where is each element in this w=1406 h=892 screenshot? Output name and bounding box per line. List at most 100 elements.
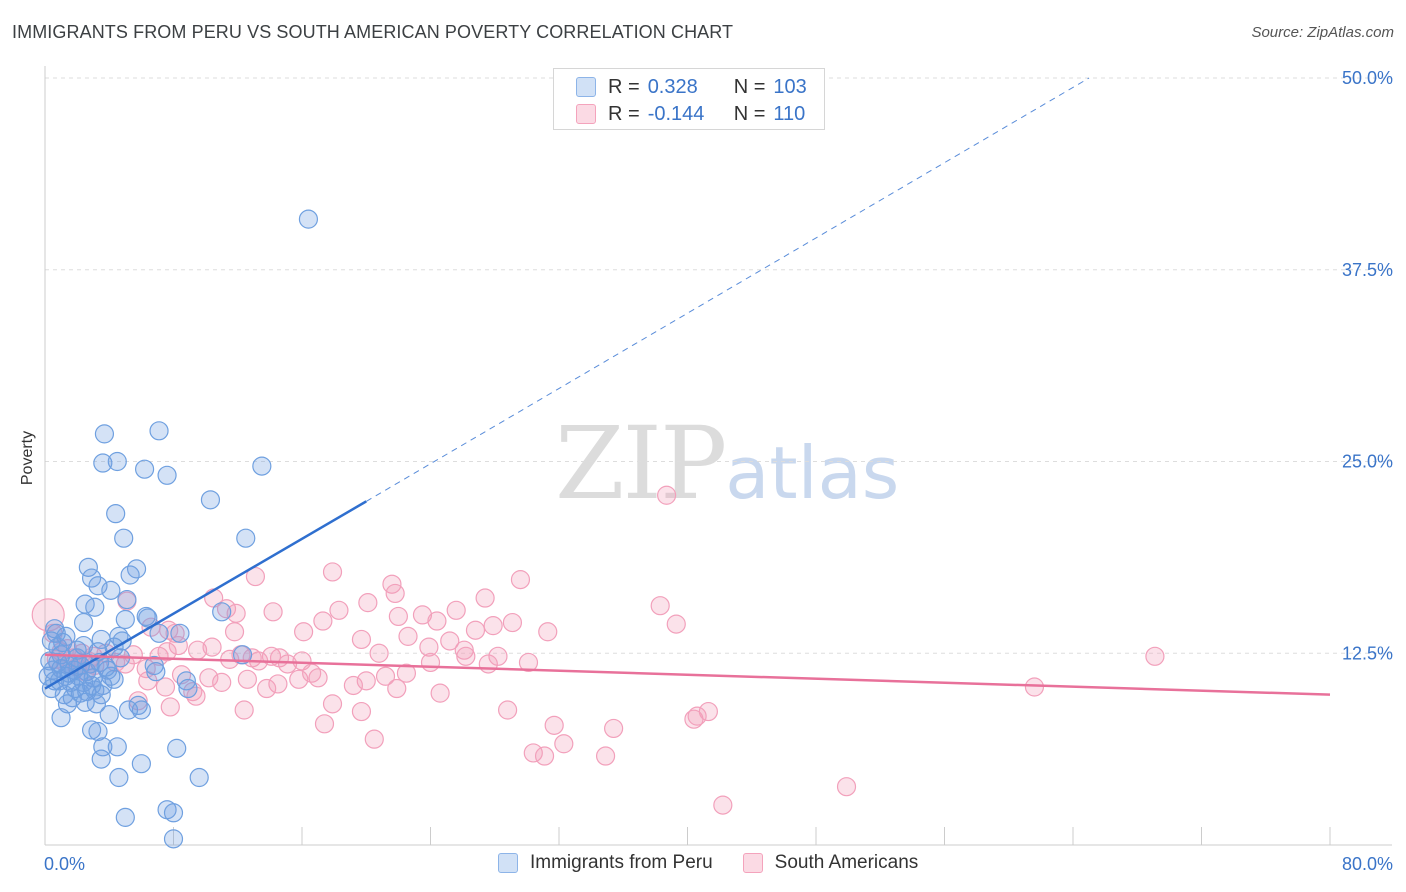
scatter-point (168, 635, 188, 656)
scatter-point (96, 657, 116, 677)
scatter-point (160, 697, 180, 717)
scatter-point (224, 622, 245, 642)
scatter-point (200, 490, 221, 510)
scatter-point (212, 602, 232, 622)
scatter-point (81, 720, 102, 740)
scatter-point (329, 600, 349, 620)
scatter-point (263, 602, 283, 622)
scatter-point (523, 743, 543, 763)
trend-line-south-americans (44, 653, 1331, 696)
scatter-point (237, 669, 257, 689)
scatter-point (502, 612, 523, 633)
scatter-point (115, 609, 135, 630)
scatter-point (836, 777, 857, 797)
scatter-point (343, 675, 363, 696)
legend-swatch-peru (576, 77, 596, 97)
watermark: ZIPatlas (555, 405, 899, 522)
scatter-point (144, 655, 164, 676)
scatter-point (81, 568, 102, 588)
scatter-point (176, 671, 196, 691)
scatter-point (107, 451, 127, 472)
scatter-point (268, 674, 288, 694)
scatter-point (314, 714, 335, 734)
scatter-point (356, 671, 376, 691)
legend-swatch-peru (498, 853, 518, 873)
legend-swatch-south-americans (742, 853, 763, 873)
watermark-zip: ZIP (555, 405, 727, 522)
scatter-point (109, 767, 129, 788)
scatter-point (245, 566, 266, 587)
chart-title: IMMIGRANTS FROM PERU VS SOUTH AMERICAN P… (12, 22, 734, 42)
legend-item-peru[interactable]: Immigrants from Peru (498, 852, 713, 874)
series-legend: Immigrants from Peru South Americans (498, 852, 948, 874)
scatter-point (115, 807, 135, 827)
scatter-point (31, 598, 65, 632)
correlation-legend: R = 0.328 N = 103 R = -0.144 N = 110 (553, 68, 825, 130)
legend-row-peru: R = 0.328 N = 103 (576, 75, 807, 99)
legend-n-label: N = (733, 75, 766, 98)
scatter-point (456, 646, 476, 666)
scatter-point (475, 588, 495, 608)
scatter-point (107, 737, 127, 757)
scatter-point (657, 485, 677, 505)
scatter-point (234, 700, 254, 720)
scatter-point (454, 640, 474, 660)
scatter-point (114, 528, 134, 548)
scatter-point (483, 616, 503, 636)
scatter-point (419, 637, 439, 657)
scatter-point (387, 678, 407, 699)
scatter-point (604, 718, 624, 739)
legend-label-peru: Immigrants from Peru (530, 852, 713, 873)
legend-item-south-americans[interactable]: South Americans (742, 852, 918, 874)
scatter-point (199, 668, 219, 688)
scatter-point (138, 608, 158, 628)
scatter-point (178, 678, 198, 699)
scatter-point (713, 795, 733, 815)
scatter-point (351, 629, 372, 650)
scatter-point (88, 576, 108, 596)
scatter-point (75, 692, 95, 712)
scatter-point (93, 737, 113, 757)
legend-r-value: -0.144 (647, 102, 705, 125)
scatter-point (388, 606, 408, 627)
scatter-point (167, 738, 187, 758)
scatter-point (120, 565, 140, 585)
scatter-point (369, 643, 389, 663)
scatter-point (165, 623, 185, 643)
scatter-point (146, 662, 166, 682)
watermark-atlas: atlas (725, 431, 900, 515)
legend-r-label: R = (608, 102, 640, 125)
scatter-point (149, 421, 169, 441)
scatter-point (510, 570, 531, 590)
scatter-point (358, 593, 378, 613)
scatter-point (498, 700, 518, 720)
scatter-point (78, 557, 98, 577)
scatter-point (252, 456, 272, 476)
trend-line-peru-extension (365, 77, 1090, 502)
scatter-point (430, 683, 450, 703)
scatter-point (478, 654, 498, 674)
scatter-point (70, 683, 90, 703)
scatter-point (85, 597, 105, 617)
legend-swatch-south-americans (576, 104, 596, 124)
scatter-point (232, 645, 253, 665)
scatter-point (163, 803, 184, 823)
scatter-point (488, 646, 508, 666)
source-label: Source: ZipAtlas.com (1251, 24, 1394, 41)
scatter-point (650, 596, 670, 616)
legend-n-label: N = (733, 102, 766, 125)
scatter-point (189, 767, 209, 788)
scatter-point (544, 715, 564, 735)
scatter-point (134, 459, 155, 479)
scatter-point (385, 583, 405, 604)
scatter-point (117, 589, 137, 610)
legend-n-value: 103 (773, 75, 807, 98)
scatter-point (420, 652, 441, 673)
y-tick-label: 12.5% (1342, 643, 1393, 663)
scatter-point (157, 465, 177, 485)
scatter-point (81, 675, 102, 696)
scatter-point (396, 663, 417, 683)
scatter-point (298, 209, 319, 229)
scatter-point (149, 623, 169, 643)
